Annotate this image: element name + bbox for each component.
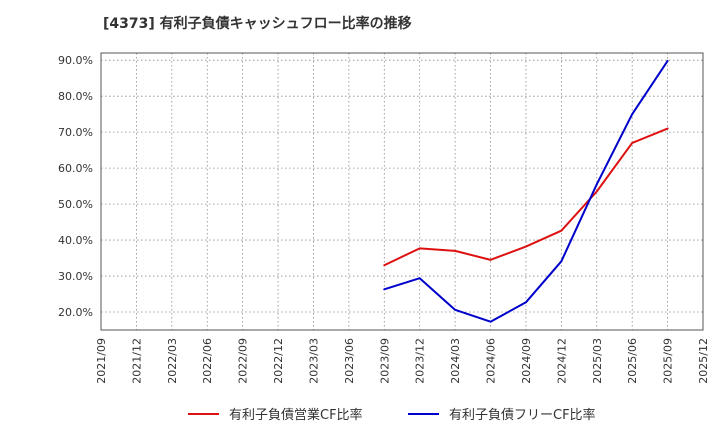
y-tick-label: 90.0% [58,54,93,67]
x-tick-label: 2022/03 [166,338,179,384]
legend-label-1: 有利子負債営業CF比率 [229,407,363,423]
grid [101,53,703,330]
x-tick-label: 2022/09 [237,338,250,384]
y-tick-label: 70.0% [58,126,93,139]
plot-frame [100,52,704,331]
x-tick-label: 2021/12 [130,338,143,384]
x-tick-label: 2025/06 [626,338,639,384]
x-tick-label: 2021/09 [95,338,108,384]
x-tick-label: 2025/03 [591,338,604,384]
y-axis: 20.0% 30.0% 40.0% 50.0% 60.0% 70.0% 80.0% 90.0% [58,54,93,319]
x-tick-label: 2022/06 [201,338,214,384]
series-line-2 [383,59,669,323]
x-tick-label: 2024/09 [520,338,533,384]
x-tick-label: 2023/12 [414,338,427,384]
x-tick-label: 2025/12 [697,338,710,384]
x-tick-label: 2022/12 [272,338,285,384]
legend: 有利子負債営業CF比率 有利子負債フリーCF比率 [188,407,596,423]
y-tick-label: 80.0% [58,90,93,103]
y-tick-label: 40.0% [58,234,93,247]
series-line-1 [383,127,669,267]
series-group [383,59,669,323]
y-tick-label: 60.0% [58,162,93,175]
x-tick-label: 2023/06 [343,338,356,384]
y-tick-label: 30.0% [58,270,93,283]
x-tick-label: 2025/09 [662,338,675,384]
x-axis: 2021/09 2021/12 2022/03 2022/06 2022/09 2022/… [95,338,710,384]
x-tick-label: 2023/09 [378,338,391,384]
x-tick-label: 2024/06 [485,338,498,384]
x-tick-label: 2024/12 [555,338,568,384]
y-tick-label: 50.0% [58,198,93,211]
legend-label-2: 有利子負債フリーCF比率 [449,407,596,423]
x-tick-label: 2024/03 [449,338,462,384]
x-tick-label: 2023/03 [307,338,320,384]
y-tick-label: 20.0% [58,306,93,319]
chart-title: [4373] 有利子負債キャッシュフロー比率の推移 [103,16,412,32]
